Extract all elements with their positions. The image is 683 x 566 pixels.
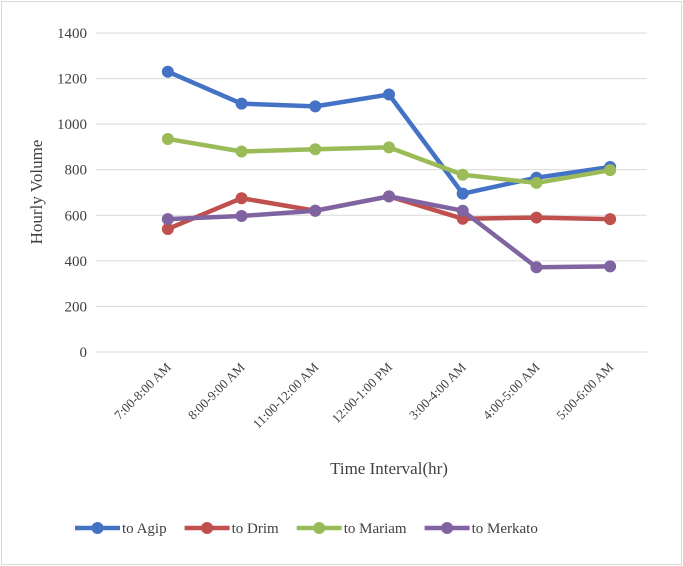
point bbox=[309, 143, 322, 156]
point bbox=[383, 190, 395, 203]
point bbox=[456, 187, 469, 200]
y-axis-title: Hourly Volume bbox=[27, 140, 46, 245]
point bbox=[161, 132, 174, 145]
legend-label: to Mariam bbox=[344, 521, 407, 537]
point bbox=[235, 97, 248, 110]
point bbox=[235, 145, 248, 158]
point bbox=[309, 100, 322, 113]
point bbox=[530, 176, 543, 189]
point bbox=[604, 260, 617, 273]
point bbox=[604, 164, 617, 177]
point bbox=[235, 192, 248, 205]
point bbox=[530, 211, 543, 224]
point bbox=[309, 204, 322, 217]
legend-label: to Merkato bbox=[472, 521, 538, 537]
legend-marker bbox=[441, 522, 454, 534]
point bbox=[456, 168, 469, 181]
y-tick-label: 200 bbox=[65, 299, 88, 315]
point bbox=[161, 65, 174, 78]
legend-label: to Drim bbox=[232, 521, 279, 537]
point bbox=[383, 88, 395, 101]
point bbox=[161, 222, 174, 235]
point bbox=[235, 209, 248, 222]
legend-marker bbox=[313, 522, 326, 534]
legend-label: to Agip bbox=[122, 521, 167, 537]
y-tick-label: 1400 bbox=[57, 26, 87, 42]
point bbox=[604, 213, 617, 226]
point bbox=[161, 213, 174, 226]
y-tick-label: 800 bbox=[65, 163, 88, 179]
y-tick-label: 600 bbox=[65, 208, 88, 224]
y-tick-label: 0 bbox=[80, 345, 88, 361]
point bbox=[383, 141, 395, 154]
x-axis-title: Time Interval(hr) bbox=[330, 459, 448, 478]
y-tick-label: 1000 bbox=[57, 117, 87, 133]
y-tick-label: 1200 bbox=[57, 72, 87, 88]
legend-marker bbox=[201, 522, 214, 534]
point bbox=[456, 204, 469, 217]
point bbox=[530, 261, 543, 274]
legend-marker bbox=[91, 522, 104, 534]
y-tick-label: 400 bbox=[65, 254, 88, 270]
